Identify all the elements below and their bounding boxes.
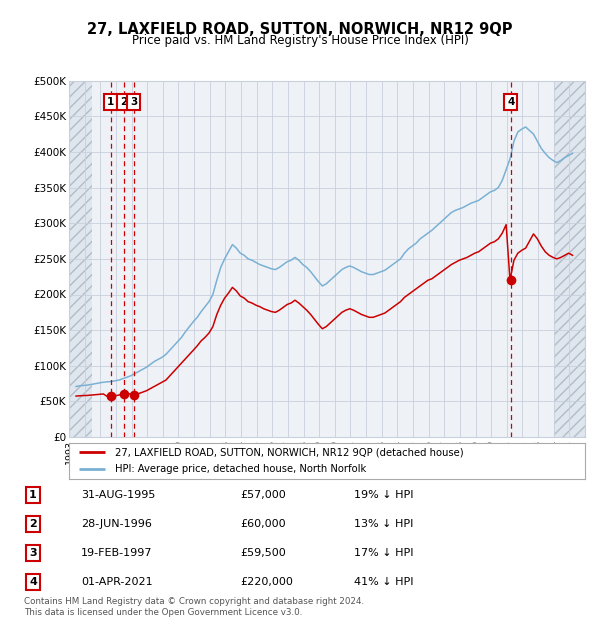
Text: 31-AUG-1995: 31-AUG-1995 <box>81 490 155 500</box>
Text: HPI: Average price, detached house, North Norfolk: HPI: Average price, detached house, Nort… <box>115 464 367 474</box>
Text: 01-APR-2021: 01-APR-2021 <box>81 577 152 587</box>
Text: 13% ↓ HPI: 13% ↓ HPI <box>354 519 413 529</box>
Text: 1: 1 <box>107 97 114 107</box>
Text: 41% ↓ HPI: 41% ↓ HPI <box>354 577 413 587</box>
Text: 19% ↓ HPI: 19% ↓ HPI <box>354 490 413 500</box>
Text: 2: 2 <box>29 519 37 529</box>
Text: 3: 3 <box>130 97 137 107</box>
Text: £220,000: £220,000 <box>240 577 293 587</box>
Text: £57,000: £57,000 <box>240 490 286 500</box>
Text: £59,500: £59,500 <box>240 548 286 558</box>
Text: 2: 2 <box>120 97 127 107</box>
Text: 3: 3 <box>29 548 37 558</box>
Text: 4: 4 <box>507 97 514 107</box>
Text: 28-JUN-1996: 28-JUN-1996 <box>81 519 152 529</box>
Bar <box>554 81 585 437</box>
Text: 27, LAXFIELD ROAD, SUTTON, NORWICH, NR12 9QP (detached house): 27, LAXFIELD ROAD, SUTTON, NORWICH, NR12… <box>115 447 464 457</box>
Text: Contains HM Land Registry data © Crown copyright and database right 2024.
This d: Contains HM Land Registry data © Crown c… <box>24 598 364 617</box>
Text: 19-FEB-1997: 19-FEB-1997 <box>81 548 152 558</box>
Text: 27, LAXFIELD ROAD, SUTTON, NORWICH, NR12 9QP: 27, LAXFIELD ROAD, SUTTON, NORWICH, NR12… <box>87 22 513 37</box>
Text: 4: 4 <box>29 577 37 587</box>
Text: 1: 1 <box>29 490 37 500</box>
Bar <box>69 81 92 437</box>
Text: Price paid vs. HM Land Registry's House Price Index (HPI): Price paid vs. HM Land Registry's House … <box>131 34 469 47</box>
Text: £60,000: £60,000 <box>240 519 286 529</box>
Text: 17% ↓ HPI: 17% ↓ HPI <box>354 548 413 558</box>
